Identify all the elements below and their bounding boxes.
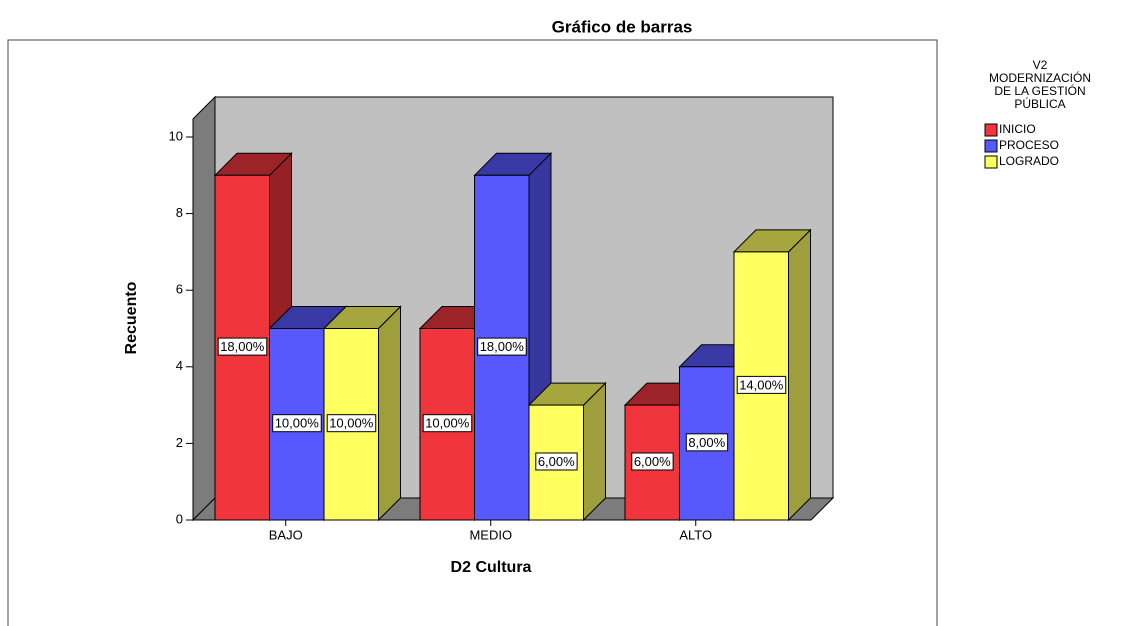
y-axis-label: Recuento — [123, 281, 140, 354]
legend-swatch — [984, 123, 998, 137]
legend-label: INICIO — [999, 122, 1036, 136]
y-tick-label: 2 — [176, 435, 183, 450]
legend-title: PÚBLICA — [1014, 96, 1065, 111]
value-label-box — [477, 337, 527, 356]
legend-title: V2 — [1033, 58, 1048, 72]
legend-label: PROCESO — [999, 138, 1059, 152]
legend-swatch — [984, 139, 998, 153]
legend-swatch — [984, 155, 998, 169]
value-label-box — [272, 414, 322, 433]
value-label-box — [736, 375, 787, 394]
left-wall — [192, 95, 216, 522]
bar — [732, 228, 812, 522]
bar-side — [788, 228, 811, 522]
x-axis-label: D2 Cultura — [451, 559, 532, 576]
y-tick-label: 4 — [176, 358, 183, 373]
value-label: 6,00% — [538, 454, 575, 469]
value-label-box — [631, 452, 674, 471]
legend-label: LOGRADO — [999, 154, 1059, 168]
bar-side — [583, 381, 606, 522]
value-label: 6,00% — [634, 454, 671, 469]
value-label: 14,00% — [739, 377, 784, 392]
bar-side — [378, 305, 401, 522]
x-tick-label: ALTO — [679, 527, 712, 542]
legend-title: DE LA GESTIÓN — [994, 83, 1085, 98]
value-label: 18,00% — [220, 339, 265, 354]
y-tick-label: 8 — [176, 205, 183, 220]
bar — [322, 305, 402, 522]
value-label: 10,00% — [275, 416, 320, 431]
legend-title: MODERNIZACIÓN — [989, 70, 1091, 85]
value-label-box — [326, 414, 377, 433]
y-tick-label: 0 — [176, 511, 183, 526]
value-label-box — [217, 337, 268, 356]
value-label-box — [535, 452, 578, 471]
value-label-box — [422, 414, 473, 433]
value-label: 10,00% — [329, 416, 374, 431]
x-tick-label: BAJO — [269, 527, 303, 542]
value-label: 18,00% — [480, 339, 525, 354]
value-label: 10,00% — [425, 416, 470, 431]
bar — [527, 381, 607, 522]
value-label-box — [685, 433, 729, 452]
y-tick-label: 10 — [169, 128, 183, 143]
y-tick-label: 6 — [176, 282, 183, 297]
x-tick-label: MEDIO — [469, 527, 512, 542]
chart-title: Gráfico de barras — [552, 17, 693, 36]
plot-frame — [7, 39, 938, 626]
value-label: 8,00% — [688, 435, 725, 450]
